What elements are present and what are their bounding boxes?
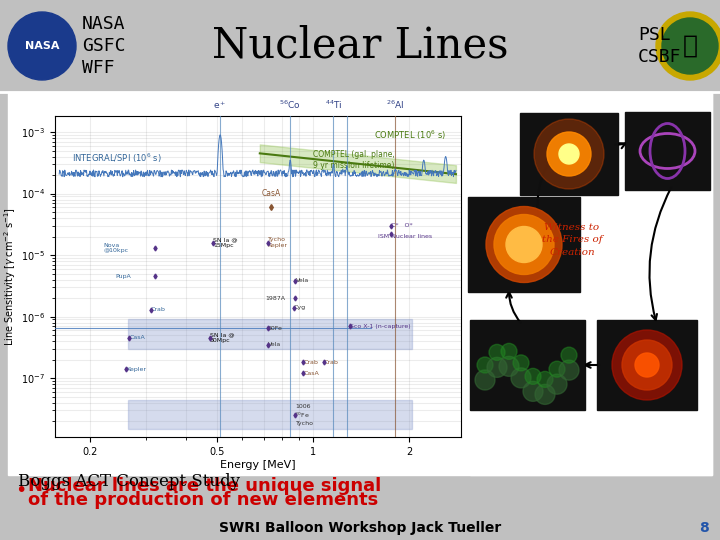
Text: C*   O*: C* O* — [391, 223, 413, 228]
Bar — [598, 321, 696, 409]
Text: Crab: Crab — [324, 360, 339, 365]
Text: COMPTEL (gal. plane,
9 yr mission lifetime): COMPTEL (gal. plane, 9 yr mission lifeti… — [313, 150, 395, 170]
Bar — [128, 320, 412, 349]
Text: Crab: Crab — [303, 360, 318, 365]
Text: Tycho
Kepler: Tycho Kepler — [268, 237, 288, 248]
Bar — [471, 321, 584, 409]
Circle shape — [477, 357, 493, 373]
Text: $^{26}$Al: $^{26}$Al — [386, 98, 405, 111]
Text: Sco X-1 (n-capture): Sco X-1 (n-capture) — [350, 323, 410, 329]
Text: Nova
@10kpc: Nova @10kpc — [104, 242, 128, 253]
Text: of the production of new elements: of the production of new elements — [28, 491, 378, 509]
Bar — [128, 400, 412, 429]
Circle shape — [622, 340, 672, 390]
Bar — [8, 92, 712, 475]
Text: Cyg: Cyg — [294, 305, 306, 310]
Text: Nuclear lines are the unique signal: Nuclear lines are the unique signal — [28, 477, 382, 495]
Text: ISM Nuclear lines: ISM Nuclear lines — [379, 234, 433, 239]
Bar — [470, 320, 585, 410]
Circle shape — [547, 132, 591, 176]
Bar — [521, 114, 617, 194]
Circle shape — [561, 347, 577, 363]
Circle shape — [506, 226, 542, 262]
Circle shape — [523, 381, 543, 401]
Text: $^{56}$Co: $^{56}$Co — [279, 98, 301, 111]
Text: CasA: CasA — [262, 190, 281, 198]
Circle shape — [525, 368, 541, 384]
Text: INTEGRAL/SPI (10$^6$ s): INTEGRAL/SPI (10$^6$ s) — [71, 151, 161, 165]
Circle shape — [486, 206, 562, 282]
Text: NASA: NASA — [24, 41, 59, 51]
Text: Witness to
the Fires of
Creation: Witness to the Fires of Creation — [541, 223, 603, 257]
Circle shape — [494, 214, 554, 274]
Text: NASA
GSFC
WFF: NASA GSFC WFF — [82, 15, 125, 77]
Text: PSL
CSBF: PSL CSBF — [638, 26, 682, 66]
Circle shape — [559, 360, 579, 380]
Bar — [468, 197, 580, 292]
Bar — [597, 320, 697, 410]
Text: Vela: Vela — [268, 342, 281, 347]
Text: Crab: Crab — [151, 307, 166, 312]
Text: e$^+$: e$^+$ — [213, 99, 227, 111]
Text: COMPTEL (10$^6$ s): COMPTEL (10$^6$ s) — [374, 128, 446, 141]
Text: 1006
$^{60}$Fe
Tycho: 1006 $^{60}$Fe Tycho — [295, 404, 313, 426]
Text: Nuclear Lines: Nuclear Lines — [212, 25, 508, 67]
Text: Vela: Vela — [295, 279, 309, 284]
Circle shape — [549, 361, 565, 377]
Text: 60Fe: 60Fe — [268, 326, 282, 330]
Circle shape — [656, 12, 720, 80]
Circle shape — [499, 356, 519, 376]
Circle shape — [537, 372, 553, 387]
Circle shape — [8, 12, 76, 80]
Circle shape — [475, 370, 495, 390]
Bar — [520, 113, 618, 195]
Circle shape — [513, 355, 529, 371]
X-axis label: Energy [MeV]: Energy [MeV] — [220, 460, 296, 470]
Bar — [469, 198, 579, 291]
Y-axis label: Line Sensitivity [$\gamma$ cm$^{-2}$ s$^{-1}$]: Line Sensitivity [$\gamma$ cm$^{-2}$ s$^… — [2, 207, 18, 346]
Circle shape — [501, 343, 517, 359]
Bar — [625, 112, 710, 190]
Circle shape — [547, 374, 567, 394]
Text: PupA: PupA — [115, 274, 131, 279]
Text: CasA: CasA — [129, 335, 145, 341]
Circle shape — [535, 384, 555, 404]
Circle shape — [612, 330, 682, 400]
Circle shape — [662, 18, 718, 74]
Text: SN Ia @
15Mpc: SN Ia @ 15Mpc — [213, 237, 238, 248]
Text: •: • — [15, 481, 27, 500]
Circle shape — [487, 357, 507, 377]
Text: Kepler: Kepler — [127, 367, 146, 372]
Text: Boggs ACT Concept Study: Boggs ACT Concept Study — [18, 474, 240, 490]
Text: 🌐: 🌐 — [683, 34, 698, 58]
Text: $^{44}$Ti: $^{44}$Ti — [325, 98, 342, 111]
Circle shape — [511, 368, 531, 388]
Text: SN Ia @
80Mpc: SN Ia @ 80Mpc — [210, 333, 235, 343]
Text: 1987A: 1987A — [266, 295, 286, 301]
Circle shape — [559, 144, 579, 164]
Text: CasA: CasA — [303, 371, 319, 376]
Circle shape — [635, 353, 659, 377]
Bar — [470, 92, 712, 475]
Text: SWRI Balloon Workshop Jack Tueller: SWRI Balloon Workshop Jack Tueller — [219, 521, 501, 535]
Text: 8: 8 — [699, 521, 709, 535]
Bar — [626, 113, 709, 189]
Circle shape — [534, 119, 604, 189]
Circle shape — [489, 345, 505, 360]
